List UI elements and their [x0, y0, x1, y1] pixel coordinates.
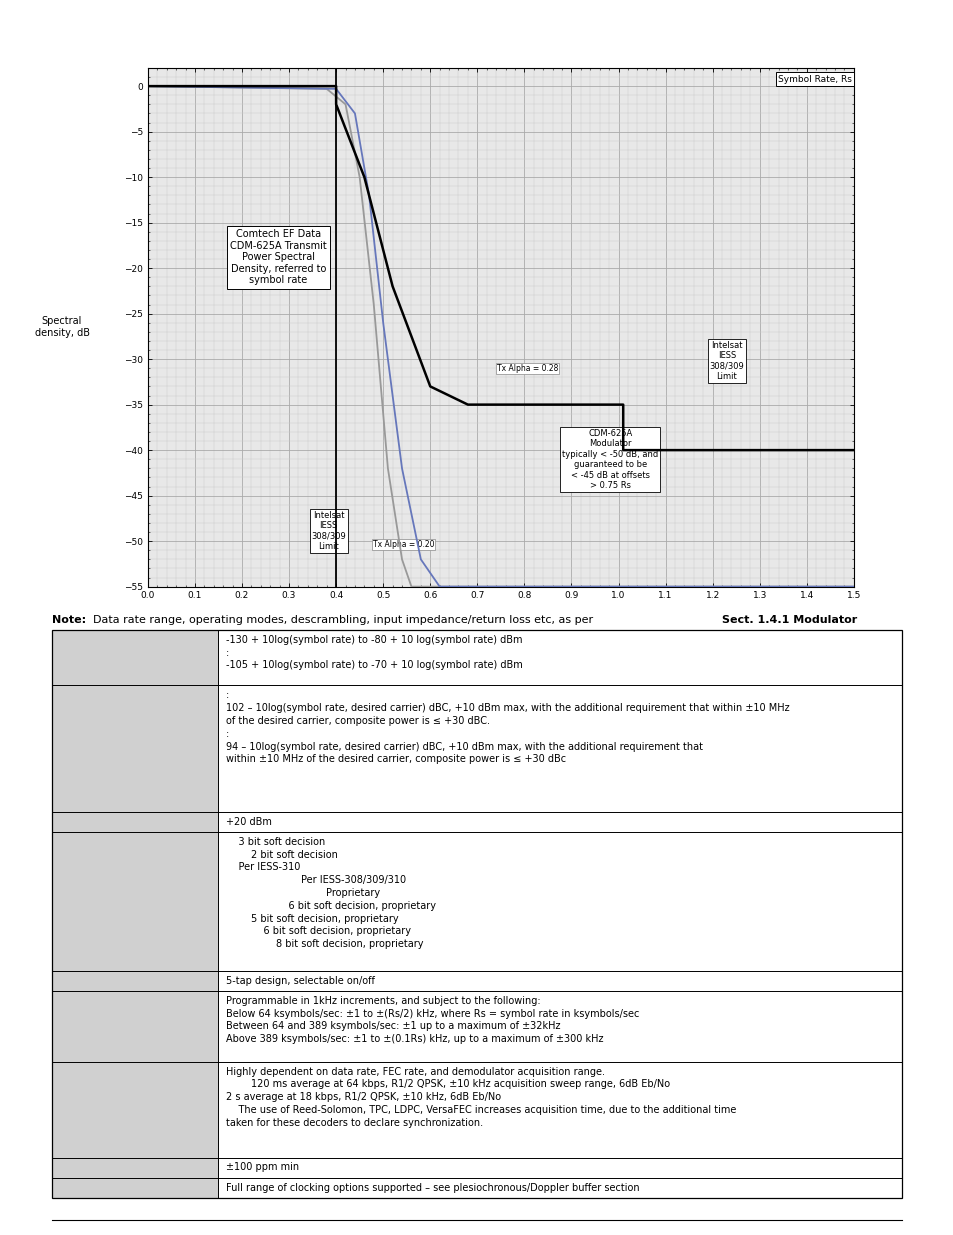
Text: 5-tap design, selectable on/off: 5-tap design, selectable on/off: [226, 976, 375, 986]
Text: Full range of clocking options supported – see plesiochronous/Doppler buffer sec: Full range of clocking options supported…: [226, 1183, 639, 1193]
Text: ±100 ppm min: ±100 ppm min: [226, 1162, 298, 1172]
Text: :
102 – 10log(symbol rate, desired carrier) dBC, +10 dBm max, with the additiona: : 102 – 10log(symbol rate, desired carri…: [226, 690, 788, 764]
Text: Data rate range, operating modes, descrambling, input impedance/return loss etc,: Data rate range, operating modes, descra…: [92, 615, 596, 625]
Text: .: .: [841, 615, 844, 625]
Text: Spectral
density, dB: Spectral density, dB: [34, 316, 90, 338]
Text: Highly dependent on data rate, FEC rate, and demodulator acquisition range.
    : Highly dependent on data rate, FEC rate,…: [226, 1067, 736, 1128]
Text: +20 dBm: +20 dBm: [226, 816, 272, 826]
Text: Note:: Note:: [52, 615, 87, 625]
Text: Intelsat
IESS
308/309
Limit: Intelsat IESS 308/309 Limit: [311, 511, 346, 551]
Text: 3 bit soft decision
        2 bit soft decision
    Per IESS-310
               : 3 bit soft decision 2 bit soft decision …: [226, 837, 436, 950]
Text: CDM-625A
Modulator
typically < -50 dB, and
guaranteed to be
< -45 dB at offsets
: CDM-625A Modulator typically < -50 dB, a…: [561, 429, 658, 490]
Text: Tx Alpha = 0.20: Tx Alpha = 0.20: [373, 540, 434, 548]
Text: Tx Alpha = 0.28: Tx Alpha = 0.28: [497, 364, 558, 373]
Text: Symbol Rate, Rs: Symbol Rate, Rs: [777, 74, 851, 84]
Text: Programmable in 1kHz increments, and subject to the following:
Below 64 ksymbols: Programmable in 1kHz increments, and sub…: [226, 995, 639, 1045]
Text: Sect. 1.4.1 Modulator: Sect. 1.4.1 Modulator: [721, 615, 857, 625]
Text: -130 + 10log(symbol rate) to -80 + 10 log(symbol rate) dBm
:
-105 + 10log(symbol: -130 + 10log(symbol rate) to -80 + 10 lo…: [226, 635, 522, 671]
Text: Intelsat
IESS
308/309
Limit: Intelsat IESS 308/309 Limit: [709, 341, 743, 382]
Text: Comtech EF Data
CDM-625A Transmit
Power Spectral
Density, referred to
symbol rat: Comtech EF Data CDM-625A Transmit Power …: [230, 228, 327, 285]
